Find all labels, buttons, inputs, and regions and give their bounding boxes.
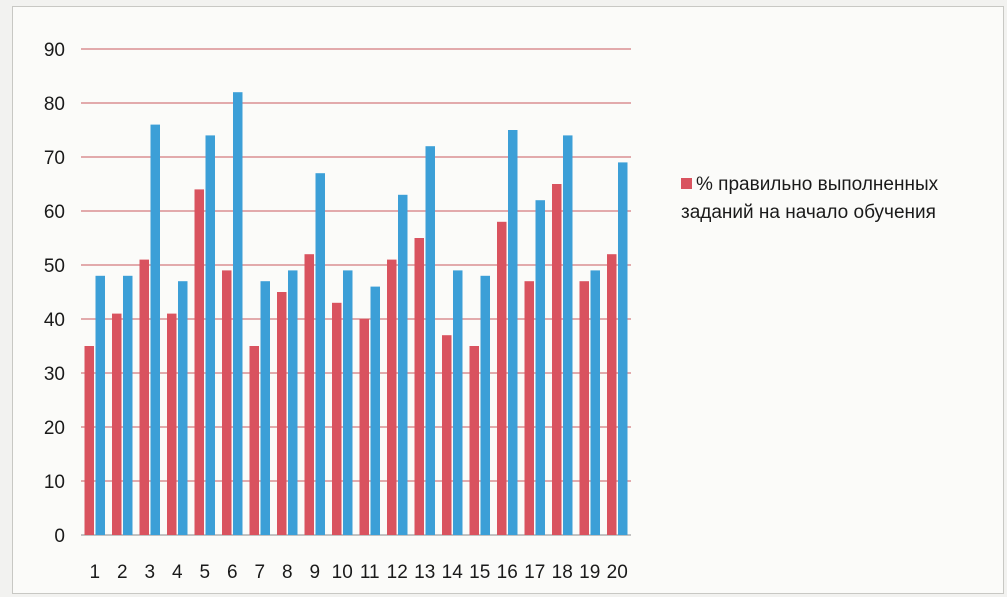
x-tick-label: 1 <box>89 562 100 583</box>
bar-red <box>579 281 589 535</box>
x-tick-label: 18 <box>552 562 573 583</box>
x-tick-label: 9 <box>309 562 320 583</box>
bar-blue <box>123 275 133 535</box>
bar-red <box>139 259 149 535</box>
x-tick-label: 8 <box>282 562 293 583</box>
bar-blue <box>205 135 215 535</box>
bar-blue <box>288 270 298 535</box>
y-tick-label: 80 <box>44 94 65 115</box>
bar-blue <box>233 92 243 535</box>
x-tick-label: 7 <box>254 562 265 583</box>
y-tick-label: 40 <box>44 310 65 331</box>
x-tick-label: 13 <box>414 562 435 583</box>
bar-red <box>167 313 177 535</box>
bar-red <box>112 313 122 535</box>
y-tick-label: 10 <box>44 472 65 493</box>
bar-blue <box>480 275 490 535</box>
bar-red <box>222 270 232 535</box>
bar-red <box>497 221 507 536</box>
bar-red <box>194 189 204 535</box>
bar-blue <box>178 281 188 535</box>
bar-red <box>524 281 534 535</box>
bar-red <box>304 254 314 535</box>
bar-blue <box>618 162 628 535</box>
bar-red <box>277 292 287 535</box>
x-tick-label: 15 <box>469 562 490 583</box>
x-tick-label: 14 <box>442 562 464 583</box>
gridlines <box>81 48 631 536</box>
bar-blue <box>508 130 518 535</box>
x-tick-label: 19 <box>579 562 600 583</box>
bar-red <box>387 259 397 535</box>
bar-red <box>607 254 617 535</box>
y-axis-ticks: 0 10 20 30 40 50 60 70 80 90 <box>44 40 65 547</box>
x-tick-label: 16 <box>497 562 518 583</box>
x-axis-ticks: 1 2 3 4 5 6 7 8 9 10 11 12 13 14 15 16 17 18 19 20 <box>89 562 627 583</box>
bar-red <box>84 346 94 535</box>
x-tick-label: 5 <box>199 562 210 583</box>
y-tick-label: 20 <box>44 418 65 439</box>
bar-blue <box>95 275 105 535</box>
bar-red <box>469 346 479 535</box>
x-tick-label: 2 <box>117 562 128 583</box>
y-tick-label: 50 <box>44 256 65 277</box>
legend-swatch <box>681 178 692 189</box>
bar-red <box>249 346 259 535</box>
bar-red <box>442 335 452 535</box>
x-tick-label: 12 <box>387 562 408 583</box>
bars <box>84 92 628 536</box>
y-tick-label: 90 <box>44 40 65 61</box>
chart-frame: 0 10 20 30 40 50 60 70 80 90 1 2 3 4 5 6 7 8 9 10 11 12 13 14 1… <box>12 6 1004 594</box>
bar-blue <box>315 173 325 535</box>
legend-label: % правильно выполненных заданий на начал… <box>681 174 939 223</box>
y-tick-label: 0 <box>54 526 65 547</box>
x-tick-label: 17 <box>524 562 545 583</box>
x-tick-label: 20 <box>607 562 628 583</box>
bar-blue <box>425 146 435 535</box>
bar-blue <box>343 270 353 535</box>
x-tick-label: 3 <box>144 562 155 583</box>
x-tick-label: 6 <box>227 562 238 583</box>
bar-blue <box>453 270 463 535</box>
y-tick-label: 60 <box>44 202 65 223</box>
x-tick-label: 11 <box>360 562 380 583</box>
bar-blue <box>398 194 408 536</box>
bar-red <box>359 319 369 535</box>
bar-blue <box>260 281 270 535</box>
bar-red <box>414 238 424 535</box>
bar-blue <box>535 200 545 535</box>
bar-blue <box>563 135 573 535</box>
y-tick-label: 30 <box>44 364 65 385</box>
y-tick-label: 70 <box>44 148 65 169</box>
bar-red <box>552 184 562 535</box>
legend: % правильно выполненных заданий на начал… <box>681 171 1001 227</box>
bar-red <box>332 302 342 535</box>
bar-blue <box>150 124 160 535</box>
bar-blue <box>370 286 380 535</box>
x-tick-label: 4 <box>172 562 183 583</box>
x-tick-label: 10 <box>332 562 353 583</box>
bar-blue <box>590 270 600 535</box>
